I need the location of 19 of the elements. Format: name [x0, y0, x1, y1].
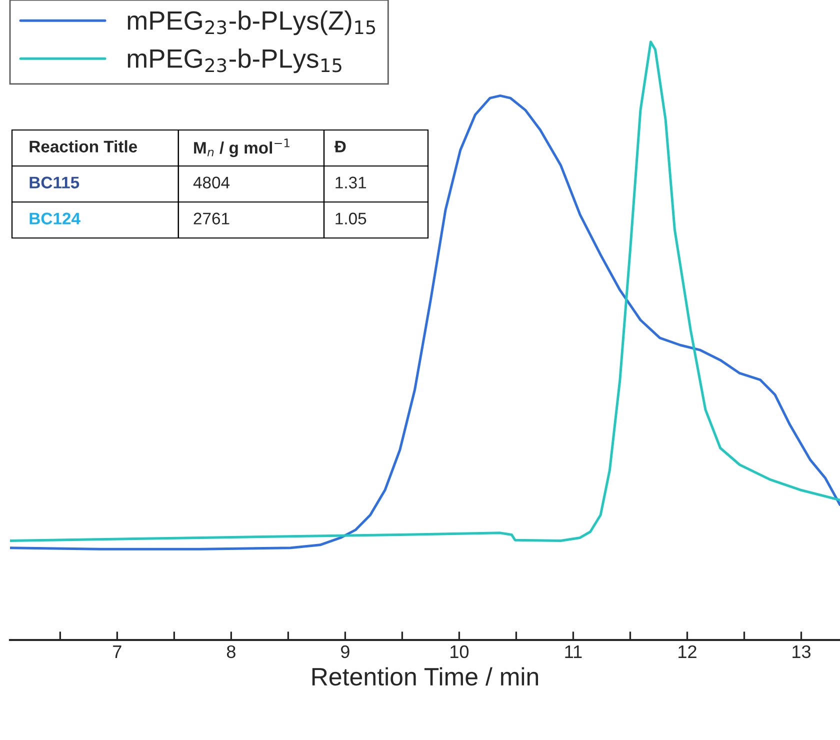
x-tick-label: 12: [678, 645, 696, 658]
annotation: BC115: [30, 176, 80, 188]
annotation: Đ: [334, 140, 346, 152]
x-tick-label: 8: [226, 645, 236, 658]
x-tick-label: 11: [565, 646, 582, 658]
annotation: 2761: [194, 212, 230, 224]
annotation: 1.05: [336, 212, 366, 224]
annotation: Reaction Title: [30, 140, 138, 152]
x-tick-label: 9: [341, 645, 350, 658]
x-axis-title: Retention Time / min: [312, 667, 538, 686]
annotation: 4804: [193, 176, 230, 188]
x-tick-label: 10: [450, 645, 469, 658]
annotation: M$_{n}$ / g mol$^{−1}$: [194, 138, 290, 158]
x-tick-label: 13: [792, 645, 810, 658]
annotation: 1.31: [336, 176, 366, 188]
legend-label: mPEG$_{23}$-b-PLys(Z)$_{15}$: [128, 10, 376, 36]
annotation: BC124: [30, 212, 80, 224]
legend-label: mPEG$_{23}$-b-PLys$_{15}$: [128, 48, 342, 74]
x-tick-label: 7: [113, 646, 122, 658]
